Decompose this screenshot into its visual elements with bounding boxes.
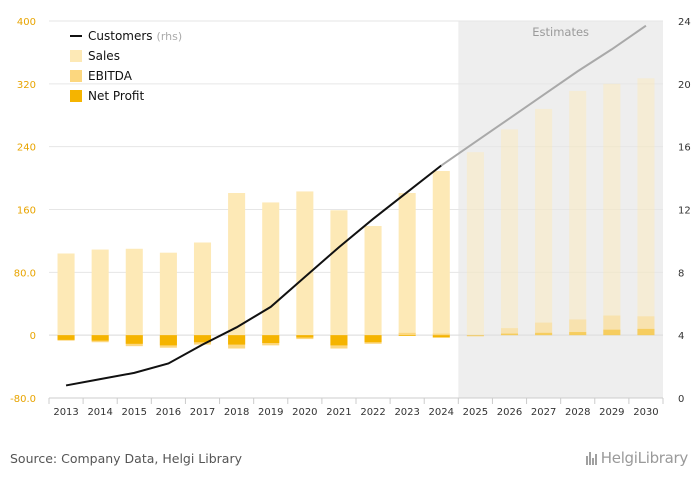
net-profit-bar bbox=[193, 335, 212, 343]
logo-text: HelgiLibrary bbox=[600, 449, 689, 467]
x-tick-label: 2024 bbox=[429, 407, 454, 418]
net-profit-bar bbox=[262, 335, 280, 344]
sales-bar bbox=[91, 249, 109, 336]
chart: Estimates -80.0 0 80.0 160 240 320 400 0 4 8 12 16 20… bbox=[10, 17, 691, 418]
estimates-label: Estimates bbox=[532, 25, 589, 39]
y-left-tick-label: 400 bbox=[17, 17, 36, 28]
sales-bar bbox=[57, 253, 75, 336]
legend-swatch bbox=[70, 90, 82, 102]
ebitda-bar bbox=[432, 333, 450, 336]
legend-label: Net Profit bbox=[88, 89, 144, 103]
net-profit-bar bbox=[398, 335, 416, 336]
legend-swatch bbox=[70, 50, 82, 62]
customers-line-estimate bbox=[440, 24, 647, 167]
net-profit-bar bbox=[159, 335, 177, 346]
legend-label: EBITDA bbox=[88, 69, 133, 83]
x-tick-label: 2022 bbox=[360, 407, 385, 418]
ebitda-bar bbox=[603, 315, 621, 336]
net-profit-bar bbox=[364, 335, 382, 343]
net-profit-bar bbox=[535, 332, 553, 336]
ebitda-bar bbox=[569, 319, 587, 336]
net-profit-bar bbox=[500, 333, 519, 336]
helgi-library-logo: HelgiLibrary bbox=[585, 449, 689, 469]
x-tick-label: 2013 bbox=[53, 407, 78, 418]
x-tick-label: 2030 bbox=[633, 407, 658, 418]
sales-bar bbox=[535, 108, 553, 336]
ebitda-bar bbox=[637, 316, 655, 336]
y-left-tick-label: 320 bbox=[17, 80, 36, 91]
net-profit-bar bbox=[228, 335, 246, 345]
legend-label: Customers (rhs) bbox=[88, 29, 182, 43]
y-right-tick-label: 20 bbox=[678, 80, 691, 91]
x-tick-label: 2028 bbox=[565, 407, 590, 418]
sales-bar bbox=[432, 171, 450, 336]
sales-bar bbox=[603, 83, 621, 336]
net-profit-bar bbox=[296, 335, 314, 338]
x-tick-label: 2029 bbox=[599, 407, 624, 418]
sales-bar bbox=[330, 210, 348, 336]
y-left-tick-label: 160 bbox=[17, 206, 36, 217]
ebitda-bar bbox=[398, 332, 416, 336]
sales-bar bbox=[637, 78, 655, 336]
sales-bar bbox=[193, 242, 212, 336]
sales-bar bbox=[569, 90, 587, 336]
legend-label: Sales bbox=[88, 49, 120, 63]
y-right-tick-label: 24 bbox=[678, 17, 691, 28]
sales-bar bbox=[466, 152, 484, 336]
net-profit-bar bbox=[91, 335, 109, 341]
y-left-tick-label: 240 bbox=[17, 143, 36, 154]
sales-bar bbox=[296, 191, 314, 336]
x-tick-label: 2019 bbox=[258, 407, 283, 418]
source-note: Source: Company Data, Helgi Library bbox=[10, 451, 243, 466]
x-tick-label: 2027 bbox=[531, 407, 556, 418]
x-tick-label: 2023 bbox=[394, 407, 419, 418]
y-left-tick-label: 80.0 bbox=[14, 268, 36, 279]
net-profit-bar bbox=[466, 335, 484, 336]
net-profit-bar bbox=[569, 332, 587, 336]
x-tick-label: 2016 bbox=[156, 407, 181, 418]
y-right-tick-label: 16 bbox=[678, 143, 691, 154]
net-profit-bar bbox=[603, 329, 621, 336]
logo-bars-icon bbox=[585, 451, 598, 469]
x-tick-label: 2021 bbox=[326, 407, 351, 418]
x-tick-label: 2026 bbox=[497, 407, 522, 418]
legend-suffix: (rhs) bbox=[157, 30, 183, 43]
x-tick-label: 2020 bbox=[292, 407, 317, 418]
customers-line bbox=[65, 164, 442, 387]
sales-bar bbox=[262, 202, 280, 336]
y-right-tick-label: 0 bbox=[678, 394, 684, 405]
y-right-tick-label: 8 bbox=[678, 268, 684, 279]
x-tick-label: 2015 bbox=[122, 407, 147, 418]
legend-swatch bbox=[70, 70, 82, 82]
net-profit-bar bbox=[57, 335, 75, 340]
sales-bar bbox=[364, 225, 382, 336]
y-right-tick-label: 4 bbox=[678, 331, 684, 342]
x-tick-label: 2017 bbox=[190, 407, 215, 418]
ebitda-bar bbox=[500, 328, 519, 336]
x-tick-label: 2018 bbox=[224, 407, 249, 418]
y-left-tick-label: 0 bbox=[30, 331, 36, 342]
sales-bar bbox=[159, 252, 177, 336]
sales-bar bbox=[500, 129, 519, 336]
ebitda-bar bbox=[535, 322, 553, 336]
x-tick-label: 2025 bbox=[463, 407, 488, 418]
y-left-tick-label: -80.0 bbox=[10, 394, 36, 405]
sales-bar bbox=[228, 193, 246, 336]
net-profit-bar bbox=[432, 335, 450, 338]
net-profit-bar bbox=[125, 335, 143, 344]
sales-bar bbox=[398, 193, 416, 336]
x-tick-label: 2014 bbox=[87, 407, 112, 418]
net-profit-bar bbox=[637, 328, 655, 336]
sales-bar bbox=[125, 248, 143, 336]
y-right-tick-label: 12 bbox=[678, 206, 691, 217]
net-profit-bar bbox=[330, 335, 348, 346]
ebitda-bar bbox=[466, 335, 484, 337]
